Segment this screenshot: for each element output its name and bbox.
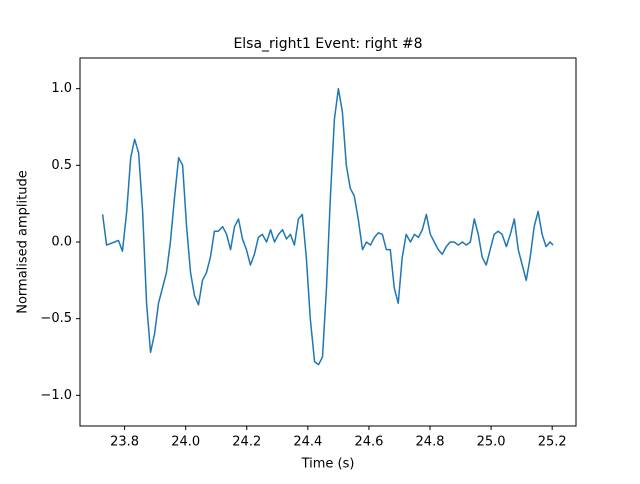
y-axis-label: Normalised amplitude: [16, 170, 31, 314]
y-tick-label: −0.5: [40, 311, 72, 326]
x-tick-label: 23.8: [110, 435, 139, 450]
y-tick-label: −1.0: [40, 388, 72, 403]
y-tick-label: 0.5: [51, 158, 72, 173]
x-tick-label: 25.2: [538, 435, 567, 450]
x-tick-label: 24.2: [232, 435, 261, 450]
y-tick-label: 0.0: [51, 235, 72, 250]
chart-title: Elsa_right1 Event: right #8: [233, 36, 422, 52]
x-tick-label: 25.0: [477, 435, 506, 450]
x-tick-label: 24.0: [171, 435, 200, 450]
data-line: [101, 87, 554, 366]
x-tick-label: 24.6: [354, 435, 383, 450]
x-tick-label: 24.8: [416, 435, 445, 450]
y-tick-label: 1.0: [51, 81, 72, 96]
x-axis-label: Time (s): [301, 457, 355, 472]
x-tick-label: 24.4: [293, 435, 322, 450]
